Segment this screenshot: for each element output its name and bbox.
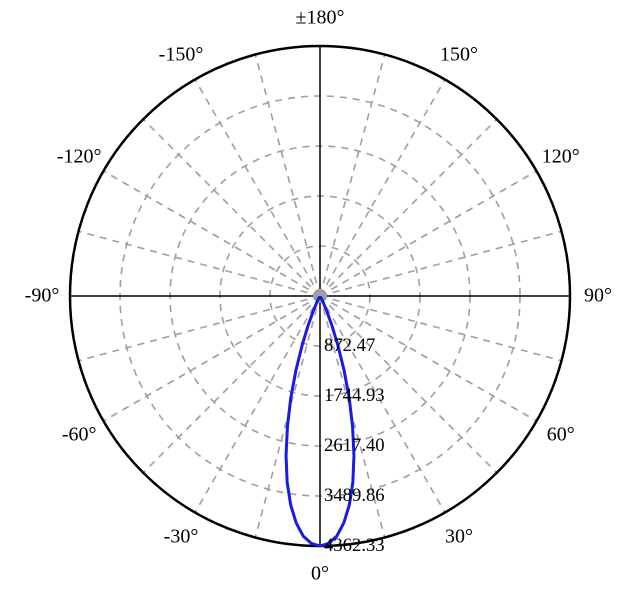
polar-svg — [0, 0, 640, 591]
polar-chart: ±180°150°120°90°60°30°0°-30°-60°-90°-120… — [0, 0, 640, 591]
